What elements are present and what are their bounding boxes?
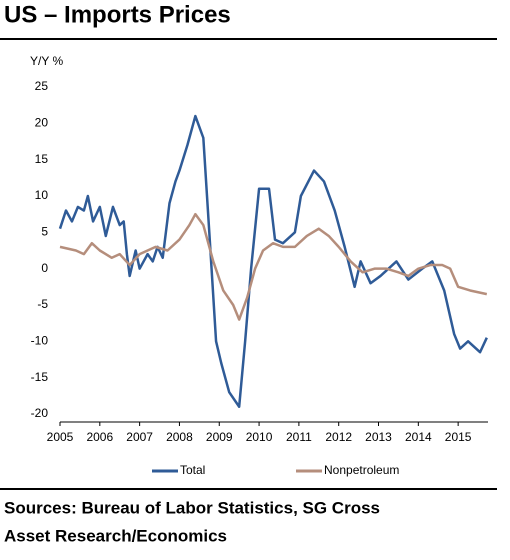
y-tick-label: 5: [41, 225, 48, 239]
y-tick-label: 15: [35, 152, 49, 166]
legend-label: Nonpetroleum: [324, 463, 399, 477]
series-line: [59, 212, 488, 321]
y-tick-label: -5: [37, 297, 48, 311]
y-tick-label: -10: [31, 334, 49, 348]
x-tick-label: 2007: [126, 430, 153, 444]
y-axis-label: Y/Y %: [30, 54, 63, 68]
chart-title: US – Imports Prices: [4, 1, 231, 28]
x-tick-label: 2012: [325, 430, 352, 444]
source: Asset Research/Economics: [4, 526, 227, 545]
x-tick-label: 2011: [286, 430, 312, 444]
series-line: [58, 114, 488, 408]
y-tick-label: -20: [31, 406, 49, 420]
x-tick-label: 2006: [86, 430, 113, 444]
x-tick-label: 2014: [405, 430, 432, 444]
y-tick-label: 0: [41, 261, 48, 275]
y-tick-label: 25: [35, 79, 49, 93]
source: Sources: Bureau of Labor Statistics, SG …: [4, 498, 380, 517]
legend-label: Total: [180, 463, 205, 477]
y-tick-label: -15: [31, 370, 49, 384]
y-tick-label: 10: [35, 188, 49, 202]
x-tick-label: 2010: [246, 430, 273, 444]
x-tick-label: 2005: [47, 430, 74, 444]
y-tick-label: 20: [35, 116, 49, 130]
x-tick-label: 2013: [365, 430, 392, 444]
x-tick-label: 2008: [166, 430, 193, 444]
x-tick-label: 2009: [206, 430, 233, 444]
x-tick-label: 2015: [445, 430, 472, 444]
